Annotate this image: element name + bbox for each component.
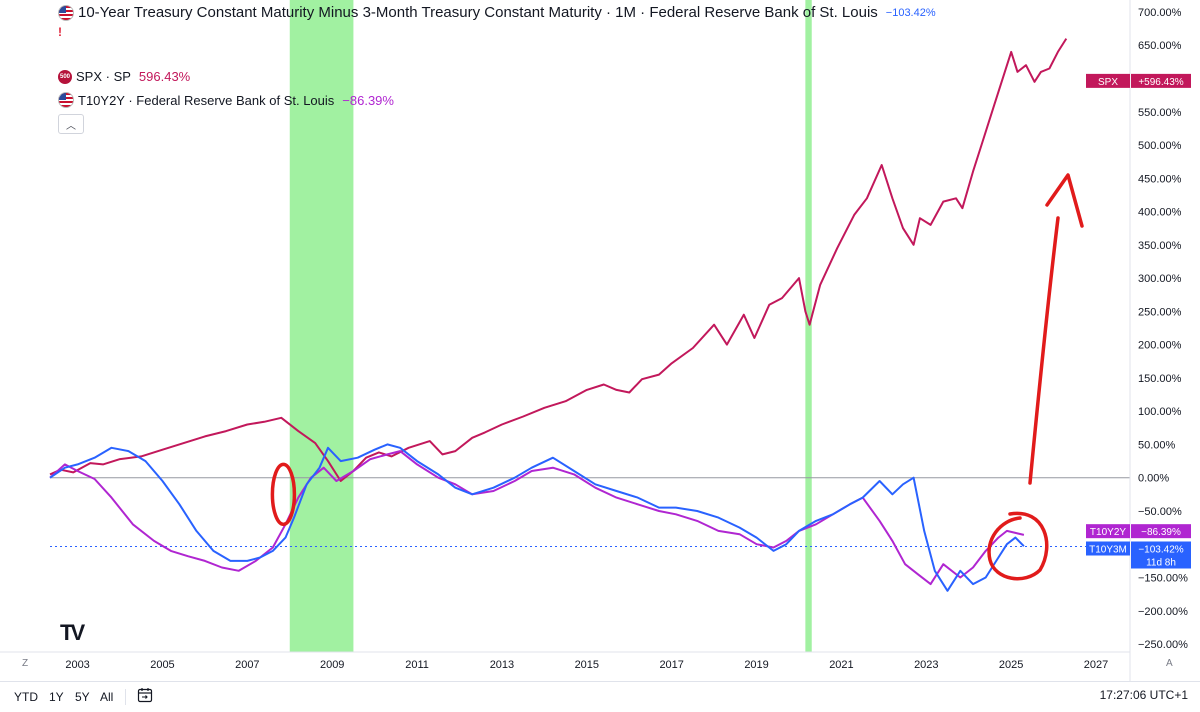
price-tag-countdown: 11d 8h	[1146, 557, 1176, 568]
x-tick-label: 2017	[659, 659, 683, 671]
data-warning[interactable]: !	[58, 25, 62, 39]
shaded-period-1	[805, 0, 812, 652]
y-tick-label: 100.00%	[1138, 406, 1182, 418]
annotation-ellipse-2008	[270, 462, 297, 527]
price-tag-value-bg	[1131, 541, 1191, 556]
price-tag-symbol: T10Y2Y	[1090, 527, 1126, 538]
y-tick-label: −50.00%	[1138, 506, 1182, 518]
price-tag-countdown-bg	[1131, 555, 1191, 569]
range-5y-button[interactable]: 5Y	[75, 690, 90, 704]
annotation-ellipse-2025	[987, 511, 1049, 581]
t10y2y-change: −86.39%	[342, 92, 394, 108]
y-tick-label: 350.00%	[1138, 240, 1182, 252]
spx-change: 596.43%	[138, 69, 191, 84]
price-tag-value-bg	[1131, 524, 1191, 539]
series-layer	[49, 38, 1068, 592]
x-tick-label: 2007	[235, 659, 259, 671]
bottom-toolbar: YTD 1Y 5Y All	[0, 681, 1200, 712]
tradingview-logo: TV	[60, 620, 85, 645]
us-flag-icon	[58, 4, 74, 21]
y-tick-label: −200.00%	[1138, 606, 1188, 618]
x-tick-label: 2013	[490, 659, 514, 671]
y-tick-label: 450.00%	[1138, 173, 1182, 185]
us-flag-icon	[58, 92, 74, 108]
annotation-layer	[270, 173, 1084, 581]
range-1y-button[interactable]: 1Y	[49, 690, 64, 704]
x-tick-label: 2015	[575, 659, 599, 671]
y-tick-label: 500.00%	[1138, 140, 1182, 152]
y-tick-label: 700.00%	[1138, 7, 1182, 19]
x-tick-label: 2005	[150, 659, 174, 671]
y-tick-label: 400.00%	[1138, 207, 1182, 219]
y-tick-label: 150.00%	[1138, 373, 1182, 385]
price-tag-label-bg	[1086, 541, 1130, 556]
price-tag-label-bg	[1086, 524, 1130, 539]
spx-legend[interactable]: 500 SPX · SP 596.43%	[58, 69, 190, 84]
y-tick-label: 250.00%	[1138, 306, 1182, 318]
annotation-arrow-shaft	[1028, 216, 1060, 485]
t10y2y-legend[interactable]: T10Y2Y · Federal Reserve Bank of St. Lou…	[58, 92, 394, 108]
y-tick-label: 300.00%	[1138, 273, 1182, 285]
main-series-legend[interactable]: 10-Year Treasury Constant Maturity Minus…	[58, 4, 936, 21]
x-tick-label: 2021	[829, 659, 853, 671]
auto-scale-toggle[interactable]: A	[1166, 658, 1173, 669]
price-tags: SPX +596.43% T10Y2Y −86.39% T10Y3M −103.42% 11…	[1086, 73, 1191, 569]
t10y2y-symbol: T10Y2Y · Federal Reserve Bank of St. Lou…	[78, 92, 335, 108]
x-tick-label: 2019	[744, 659, 768, 671]
price-tag-value: −103.42%	[1138, 544, 1183, 555]
chevron-up-icon: ︿	[66, 120, 76, 132]
y-tick-label: 50.00%	[1138, 439, 1176, 451]
price-tag-symbol: SPX	[1098, 77, 1118, 88]
y-tick-label: −150.00%	[1138, 572, 1188, 584]
y-tick-label: 200.00%	[1138, 340, 1182, 352]
spx-logo-icon: 500	[58, 69, 72, 84]
range-all-button[interactable]: All	[100, 690, 114, 704]
y-tick-label: 650.00%	[1138, 40, 1182, 52]
y-tick-label: −250.00%	[1138, 639, 1188, 651]
price-tag-value: −86.39%	[1141, 527, 1181, 538]
x-tick-label: 2027	[1084, 659, 1108, 671]
annotation-arrow-head	[1045, 173, 1084, 228]
price-tag-label-bg	[1086, 73, 1130, 88]
x-tick-label: 2003	[65, 659, 89, 671]
series-line-t10y3m	[49, 443, 1025, 592]
x-tick-label: 2009	[320, 659, 344, 671]
log-scale-toggle[interactable]: Z	[22, 658, 29, 669]
main-series-title: 10-Year Treasury Constant Maturity Minus…	[78, 4, 878, 21]
series-line-spx	[49, 38, 1068, 482]
y-tick-label: 0.00%	[1138, 473, 1169, 485]
x-tick-label: 2025	[999, 659, 1023, 671]
time-scale: 2003 2005 2007 2009 2011 2013 2015 2017 2019 2021…	[65, 659, 1108, 671]
legend-collapse-button[interactable]: ︿	[58, 114, 84, 134]
spx-symbol: SPX · SP	[76, 69, 131, 84]
x-tick-label: 2011	[405, 659, 429, 671]
y-tick-label: 550.00%	[1138, 107, 1182, 119]
main-series-change: −103.42%	[885, 6, 936, 19]
toolbar-divider	[125, 689, 126, 705]
x-tick-label: 2023	[914, 659, 938, 671]
range-ytd-button[interactable]: YTD	[14, 690, 38, 704]
price-tag-value-bg	[1131, 73, 1191, 88]
shaded-period-0	[289, 0, 354, 652]
clock-timezone[interactable]: 17:27:06 UTC+1	[1099, 688, 1188, 702]
price-tag-symbol: T10Y3M	[1089, 544, 1127, 555]
series-line-t10y2y	[49, 450, 1025, 586]
price-tag-value: +596.43%	[1138, 77, 1183, 88]
recession-shading	[289, 0, 812, 652]
calendar-range-icon[interactable]	[137, 687, 153, 703]
warning-icon: !	[58, 25, 62, 39]
